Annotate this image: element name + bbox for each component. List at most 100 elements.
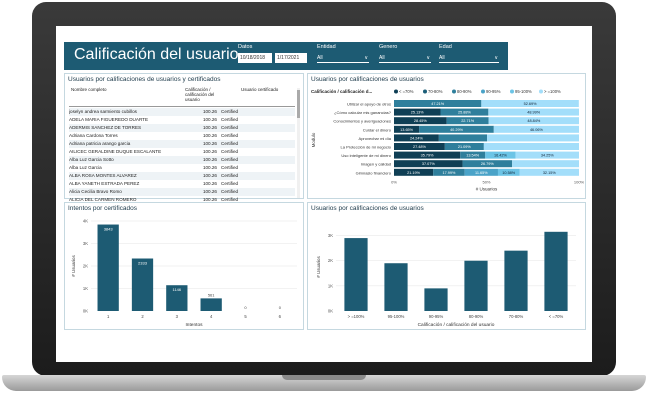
entidad-value: All — [317, 55, 323, 61]
table-row[interactable]: ALBA ROSA MONTES ALVAREZ 100.26 Certified — [69, 172, 295, 180]
stacked-segment — [485, 151, 516, 159]
stacked-segment — [394, 168, 434, 176]
col-name-header[interactable]: Nombre completo — [71, 87, 107, 92]
row-name-cell: Adriana Cardona Torres — [69, 133, 118, 138]
x-tick-label: 2 — [141, 314, 144, 319]
x-tick-label: 6 — [279, 314, 282, 319]
segment-label: 47.21% — [431, 102, 445, 106]
segment-label: 24.24% — [410, 136, 424, 140]
x-tick-label: 0% — [391, 179, 397, 184]
module-label: Uso inteligente de mi dinero — [341, 153, 391, 158]
stacked-bar-chart: Calificación / calificación d... < =70% 70… — [311, 89, 585, 191]
date-to-input[interactable]: 1/17/2021 — [275, 53, 307, 63]
table-row[interactable]: ADERMIS SANCHEZ DE TORRES 100.26 Certified — [69, 124, 295, 132]
date-from-input[interactable]: 10/18/2018 — [238, 53, 272, 63]
table-row[interactable]: Alba Luz Garcia Sotto 100.26 Certified — [69, 156, 295, 164]
genero-value: All — [379, 55, 385, 61]
module-label: Conocimientos y averiguaciones — [333, 119, 391, 124]
chevron-down-icon: ∨ — [426, 55, 430, 61]
legend-title: Calificación / calificación d... — [311, 89, 372, 94]
stacked-segment — [464, 168, 498, 176]
bar — [344, 238, 368, 311]
x-tick-label: 5 — [244, 314, 247, 319]
row-score-cell: 100.26 — [202, 149, 217, 154]
module-label: Cuidar el dinero — [363, 127, 392, 132]
row-score-cell: 100.26 — [202, 189, 217, 194]
row-name-cell: Alicia Cecilia Bravo Romo — [69, 189, 122, 194]
x-tick-label: 1 — [107, 314, 110, 319]
segment-label: 52.69% — [524, 102, 538, 106]
stacked-segment — [394, 100, 482, 107]
segment-label: 16.42% — [494, 154, 508, 158]
intentos-chart-panel: Intentos por certificados 0K 1K 2K 3K 4K 1 384… — [64, 202, 304, 330]
stacked-segment — [483, 143, 579, 150]
entidad-select[interactable]: All ∨ — [317, 54, 369, 63]
row-score-cell: 100.26 — [202, 125, 217, 130]
y-tick-label: 0K — [83, 309, 88, 314]
stacked-segment — [440, 108, 489, 116]
stacked-segment — [515, 151, 579, 159]
y-tick-label: 1K — [83, 286, 88, 291]
row-name-cell: AILICEC GERALDINE DUQUE ESCALANTE — [69, 149, 162, 154]
x-tick-label: 90-95% — [429, 314, 444, 319]
dashboard-screen: Calificación del usuario Datos 10/18/201… — [56, 26, 592, 362]
intentos-bar-chart: 0K 1K 2K 3K 4K 1 3843 2 2333 3 1146 4 561 5 0 6 0 Intento… — [71, 219, 297, 327]
module-label: Aprovechar mi día — [359, 136, 392, 141]
row-cert-cell: Certified — [221, 133, 239, 138]
page-title: Calificación del usuario — [74, 46, 239, 63]
chevron-down-icon: ∨ — [494, 55, 498, 61]
col-cert-header[interactable]: Usuario certificado — [241, 87, 279, 92]
stacked-segment — [488, 108, 579, 116]
row-score-cell: 100.26 — [202, 173, 217, 178]
legend-dot-icon — [510, 89, 514, 94]
col-score-header[interactable]: Calificación / calificación del usuario — [185, 87, 215, 102]
row-score-cell: 100.26 — [202, 109, 217, 114]
bar-value-label: 1146 — [173, 287, 182, 292]
table-row[interactable]: ALBA YANETH ESTRADA PEREZ 100.26 Certified — [69, 180, 295, 188]
module-label: ¿Cómo calcular mis ganancias? — [334, 110, 392, 115]
row-name-cell: ALBA ROSA MONTES ALVAREZ — [69, 173, 137, 178]
stacked-segment — [460, 151, 486, 159]
table-row[interactable]: Adriana Cardona Torres 100.26 Certified — [69, 132, 295, 140]
row-name-cell: ADERMIS SANCHEZ DE TORRES — [69, 125, 142, 130]
table-row[interactable]: joselyn andrea sarmiento cubillos 100.26 C… — [69, 108, 295, 116]
stacked-segment — [438, 134, 488, 142]
x-tick-label: 50% — [482, 179, 490, 184]
table-row[interactable]: ALICIA DEL CARMEN ROMERO 100.26 Certified — [69, 196, 295, 204]
stacked-segment — [394, 117, 447, 125]
edad-select[interactable]: All ∨ — [439, 54, 499, 63]
table-scrollbar[interactable] — [297, 88, 300, 198]
y-axis-title: # Usuarios — [316, 255, 321, 277]
chevron-down-icon: ∨ — [364, 55, 368, 61]
segment-label: 25.13% — [411, 111, 425, 115]
row-score-cell: 100.26 — [202, 117, 217, 122]
entidad-label: Entidad — [317, 44, 336, 50]
laptop-notch — [282, 375, 366, 380]
bar-value-label: 3843 — [104, 227, 114, 232]
segment-label: 34.25% — [541, 154, 555, 158]
row-cert-cell: Certified — [221, 189, 239, 194]
segment-label: 28.45% — [414, 119, 428, 123]
y-axis-title: Modulo — [311, 132, 316, 147]
table-row[interactable]: ADELA MARIA FIGUEREDO DUARTE 100.26 Certif… — [69, 116, 295, 124]
intentos-panel-title: Intentos por certificados — [68, 205, 138, 212]
edad-label: Edad — [439, 44, 452, 50]
table-row[interactable]: AILICEC GERALDINE DUQUE ESCALANTE 100.26 C… — [69, 148, 295, 156]
table-row[interactable]: Adriana patricia arango garcia 100.26 Cert… — [69, 140, 295, 148]
row-score-cell: 100.26 — [202, 165, 217, 170]
segment-label: 22.71% — [461, 119, 475, 123]
genero-select[interactable]: All ∨ — [379, 54, 431, 63]
stacked-panel-title: Usuarios por calificaciones de usuarios — [311, 76, 424, 83]
stacked-segment — [446, 117, 489, 125]
table-row[interactable]: Alicia Cecilia Bravo Romo 100.26 Certified — [69, 188, 295, 196]
bar-value-label: 2333 — [138, 261, 148, 266]
row-cert-cell: Certified — [221, 125, 239, 130]
bar-value-label: 561 — [208, 292, 215, 297]
calificaciones-chart-panel: Usuarios por calificaciones de usuarios … — [307, 202, 586, 330]
x-tick-label: > =100% — [348, 314, 365, 319]
dashboard-header: Calificación del usuario Datos 10/18/201… — [64, 42, 508, 70]
scrollbar-thumb[interactable] — [297, 90, 300, 118]
table-row[interactable]: Alba Luz Garcia 100.26 Certified — [69, 164, 295, 172]
segment-label: 40.29% — [450, 128, 464, 132]
row-cert-cell: Certified — [221, 173, 239, 178]
